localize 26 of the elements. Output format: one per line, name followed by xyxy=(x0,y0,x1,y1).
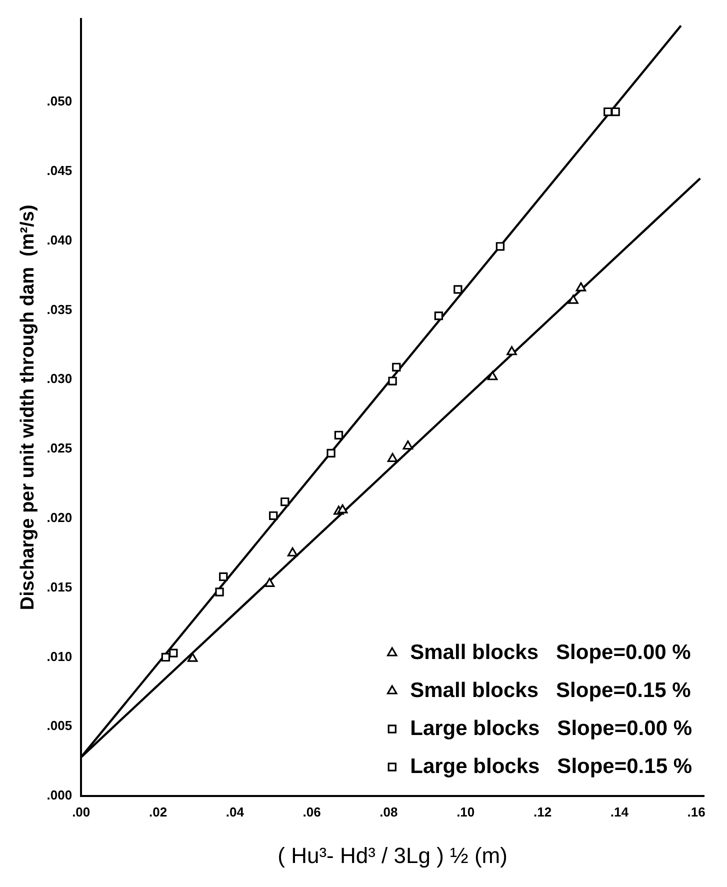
y-tick-label: .015 xyxy=(46,579,72,594)
x-tick-label: .08 xyxy=(380,804,398,820)
y-tick-label: .000 xyxy=(46,788,72,803)
x-tick-label: .02 xyxy=(148,804,168,820)
y-tick-label: .005 xyxy=(46,718,72,734)
x-axis-title: ( Hu³- Hd³ / 3Lg ) ½ (m) xyxy=(278,842,508,868)
y-tick-label: .050 xyxy=(46,94,72,109)
x-tick-label: .16 xyxy=(687,804,706,820)
y-tick-label: .045 xyxy=(46,163,72,178)
legend-label: Small blocks Slope=0.15 % xyxy=(410,678,692,702)
y-tick-label: .040 xyxy=(46,232,72,248)
x-tick-label: .00 xyxy=(72,804,90,820)
y-axis-title: Discharge per unit width through dam (m²/s) xyxy=(18,204,39,610)
y-tick-label: .025 xyxy=(46,440,72,456)
y-tick-label: .035 xyxy=(46,302,72,317)
x-tick-label: .04 xyxy=(226,804,245,820)
x-tick-label: .06 xyxy=(302,804,321,820)
legend-label: Large blocks Slope=0.00 % xyxy=(410,716,692,740)
y-tick-label: .020 xyxy=(46,510,72,526)
legend-label: Large blocks Slope=0.15 % xyxy=(410,754,692,778)
x-tick-label: .10 xyxy=(456,804,475,820)
x-tick-label: .12 xyxy=(533,804,552,820)
y-tick-label: .030 xyxy=(46,371,72,386)
y-tick-label: .010 xyxy=(46,648,72,664)
x-tick-label: .14 xyxy=(610,804,630,820)
legend-label: Small blocks Slope=0.00 % xyxy=(410,640,692,664)
